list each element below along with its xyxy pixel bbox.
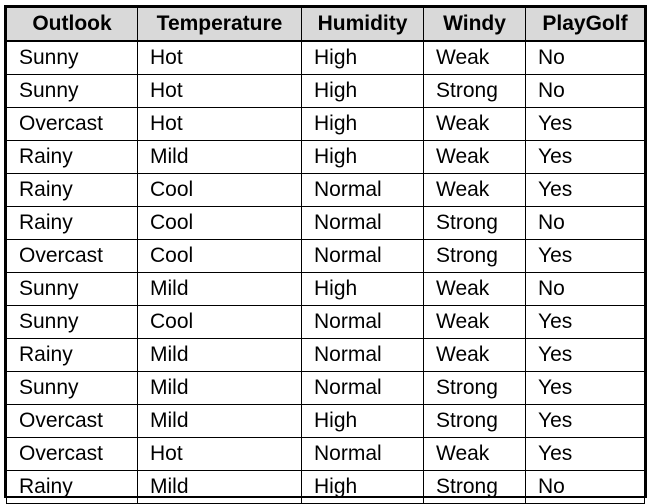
- cell-playgolf: Yes: [525, 140, 645, 174]
- data-table-container: Outlook Temperature Humidity Windy PlayG…: [4, 5, 647, 504]
- cell-temperature: Mild: [137, 470, 302, 504]
- cell-playgolf: Yes: [525, 305, 645, 339]
- table-row: Rainy Cool Normal Weak Yes: [6, 173, 645, 207]
- cell-playgolf: Yes: [525, 107, 645, 141]
- cell-outlook: Rainy: [6, 470, 138, 504]
- table-row: Rainy Mild High Weak Yes: [6, 140, 645, 174]
- table-row: Sunny Mild High Weak No: [6, 272, 645, 306]
- cell-humidity: High: [301, 40, 424, 75]
- cell-humidity: High: [301, 272, 424, 306]
- cell-temperature: Mild: [137, 272, 302, 306]
- cell-temperature: Hot: [137, 437, 302, 471]
- cell-outlook: Sunny: [6, 40, 138, 75]
- cell-playgolf: Yes: [525, 404, 645, 438]
- cell-outlook: Sunny: [6, 305, 138, 339]
- cell-temperature: Cool: [137, 239, 302, 273]
- cell-outlook: Sunny: [6, 371, 138, 405]
- cell-outlook: Overcast: [6, 107, 138, 141]
- table-header: Outlook Temperature Humidity Windy PlayG…: [6, 7, 645, 42]
- cell-outlook: Rainy: [6, 206, 138, 240]
- column-header-temperature: Temperature: [137, 7, 302, 42]
- table-row: Sunny Cool Normal Weak Yes: [6, 305, 645, 339]
- cell-windy: Strong: [423, 470, 526, 504]
- cell-windy: Strong: [423, 371, 526, 405]
- cell-outlook: Rainy: [6, 140, 138, 174]
- cell-humidity: High: [301, 74, 424, 108]
- column-header-playgolf: PlayGolf: [525, 7, 645, 42]
- cell-humidity: High: [301, 470, 424, 504]
- cell-outlook: Overcast: [6, 404, 138, 438]
- cell-temperature: Mild: [137, 371, 302, 405]
- table-row: Overcast Mild High Strong Yes: [6, 404, 645, 438]
- cell-windy: Strong: [423, 404, 526, 438]
- cell-playgolf: Yes: [525, 371, 645, 405]
- cell-humidity: High: [301, 140, 424, 174]
- cell-temperature: Hot: [137, 107, 302, 141]
- cell-humidity: Normal: [301, 338, 424, 372]
- cell-playgolf: No: [525, 206, 645, 240]
- table-row: Rainy Cool Normal Strong No: [6, 206, 645, 240]
- cell-windy: Weak: [423, 40, 526, 75]
- table-body: Sunny Hot High Weak No Sunny Hot High Strong No Ov…: [6, 40, 645, 504]
- cell-playgolf: No: [525, 40, 645, 75]
- cell-temperature: Mild: [137, 140, 302, 174]
- cell-temperature: Cool: [137, 173, 302, 207]
- column-header-humidity: Humidity: [301, 7, 424, 42]
- cell-playgolf: Yes: [525, 437, 645, 471]
- cell-outlook: Sunny: [6, 74, 138, 108]
- table-row: Sunny Hot High Weak No: [6, 40, 645, 75]
- cell-playgolf: No: [525, 272, 645, 306]
- cell-playgolf: No: [525, 470, 645, 504]
- cell-humidity: Normal: [301, 437, 424, 471]
- cell-windy: Weak: [423, 305, 526, 339]
- cell-windy: Weak: [423, 173, 526, 207]
- table-row: Rainy Mild High Strong No: [6, 470, 645, 504]
- cell-windy: Weak: [423, 272, 526, 306]
- table-row: Overcast Hot High Weak Yes: [6, 107, 645, 141]
- cell-humidity: Normal: [301, 173, 424, 207]
- column-header-windy: Windy: [423, 7, 526, 42]
- cell-playgolf: Yes: [525, 173, 645, 207]
- cell-humidity: High: [301, 107, 424, 141]
- cell-humidity: Normal: [301, 305, 424, 339]
- cell-outlook: Overcast: [6, 437, 138, 471]
- cell-temperature: Hot: [137, 40, 302, 75]
- play-golf-table: Outlook Temperature Humidity Windy PlayG…: [6, 7, 645, 504]
- cell-humidity: High: [301, 404, 424, 438]
- cell-outlook: Rainy: [6, 173, 138, 207]
- table-row: Sunny Hot High Strong No: [6, 74, 645, 108]
- column-header-outlook: Outlook: [6, 7, 138, 42]
- cell-playgolf: No: [525, 74, 645, 108]
- cell-windy: Weak: [423, 107, 526, 141]
- cell-windy: Weak: [423, 338, 526, 372]
- cell-outlook: Overcast: [6, 239, 138, 273]
- cell-playgolf: Yes: [525, 239, 645, 273]
- cell-temperature: Mild: [137, 404, 302, 438]
- cell-windy: Weak: [423, 437, 526, 471]
- cell-windy: Strong: [423, 239, 526, 273]
- table-row: Sunny Mild Normal Strong Yes: [6, 371, 645, 405]
- cell-temperature: Cool: [137, 206, 302, 240]
- cell-temperature: Hot: [137, 74, 302, 108]
- cell-windy: Strong: [423, 74, 526, 108]
- cell-temperature: Mild: [137, 338, 302, 372]
- table-row: Overcast Hot Normal Weak Yes: [6, 437, 645, 471]
- table-row: Overcast Cool Normal Strong Yes: [6, 239, 645, 273]
- cell-windy: Strong: [423, 206, 526, 240]
- cell-humidity: Normal: [301, 206, 424, 240]
- cell-humidity: Normal: [301, 239, 424, 273]
- cell-outlook: Rainy: [6, 338, 138, 372]
- cell-outlook: Sunny: [6, 272, 138, 306]
- cell-playgolf: Yes: [525, 338, 645, 372]
- table-row: Rainy Mild Normal Weak Yes: [6, 338, 645, 372]
- cell-temperature: Cool: [137, 305, 302, 339]
- cell-windy: Weak: [423, 140, 526, 174]
- header-row: Outlook Temperature Humidity Windy PlayG…: [6, 7, 645, 42]
- cell-humidity: Normal: [301, 371, 424, 405]
